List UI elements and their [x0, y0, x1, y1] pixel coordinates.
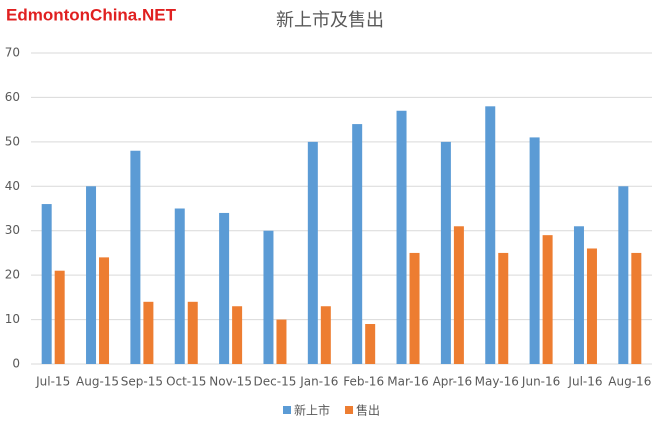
legend-label: 售出 [356, 403, 380, 418]
bar [618, 186, 629, 364]
x-tick-label: Feb-16 [343, 375, 384, 389]
x-tick-label: Mar-16 [387, 375, 428, 389]
bar [498, 252, 509, 364]
y-tick-label: 30 [5, 223, 20, 237]
bar [219, 212, 230, 364]
bar [307, 141, 318, 364]
bar [529, 137, 540, 364]
bar [631, 252, 642, 364]
legend-swatch [345, 406, 354, 414]
bar [542, 235, 553, 364]
x-tick-label: Sep-15 [121, 375, 163, 389]
x-tick-label: Oct-15 [166, 375, 206, 389]
bar [485, 106, 496, 365]
bar [130, 150, 141, 364]
bar [409, 252, 420, 364]
bar [263, 230, 274, 364]
bar [440, 141, 451, 364]
bar [41, 204, 52, 364]
bar [276, 319, 287, 364]
y-tick-label: 70 [5, 46, 20, 60]
x-tick-label: Nov-15 [209, 375, 252, 389]
y-tick-label: 40 [5, 179, 20, 193]
bar [86, 186, 97, 364]
bar [396, 110, 407, 364]
y-tick-label: 0 [12, 357, 20, 371]
x-tick-label: Aug-16 [608, 375, 651, 389]
x-tick-label: Jun-16 [521, 375, 560, 389]
bar [320, 306, 331, 364]
bar [54, 270, 65, 364]
x-tick-label: May-16 [475, 375, 519, 389]
bar [453, 226, 464, 364]
bar [99, 257, 110, 364]
bar [174, 208, 185, 364]
bar [187, 301, 198, 364]
watermark: EdmontonChina.NET [6, 5, 177, 24]
bar [352, 124, 363, 364]
x-tick-label: Jan-16 [299, 375, 338, 389]
y-tick-label: 50 [5, 134, 20, 148]
x-tick-label: Jul-15 [35, 375, 70, 389]
bar [232, 306, 243, 364]
x-tick-label: Dec-15 [254, 375, 297, 389]
x-tick-label: Aug-15 [76, 375, 119, 389]
x-tick-label: Jul-16 [567, 375, 602, 389]
y-tick-label: 20 [5, 268, 20, 282]
chart-title: 新上市及售出 [276, 10, 384, 31]
bar [143, 301, 154, 364]
bar [365, 324, 376, 364]
legend-label: 新上市 [294, 403, 330, 418]
y-tick-label: 10 [5, 312, 20, 326]
bar [573, 226, 584, 364]
y-tick-label: 60 [5, 90, 20, 104]
legend-swatch [283, 406, 291, 414]
bar [586, 248, 597, 364]
x-tick-label: Apr-16 [433, 375, 473, 389]
